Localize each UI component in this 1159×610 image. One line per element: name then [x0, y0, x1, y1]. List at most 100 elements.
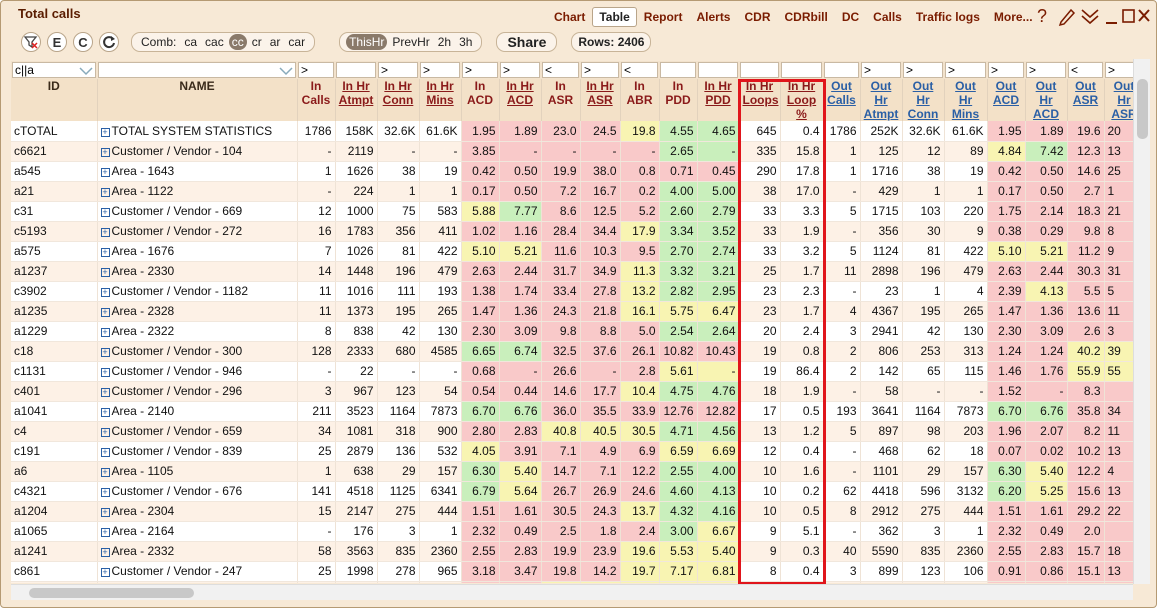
- dropdown-arrow[interactable]: [79, 66, 93, 76]
- column-header[interactable]: In PDD: [659, 79, 698, 121]
- name-cell[interactable]: + Customer / Vendor - 1182: [97, 281, 298, 302]
- expand-icon[interactable]: +: [100, 507, 110, 517]
- nav-link[interactable]: Chart: [554, 10, 586, 24]
- column-header[interactable]: In Hr Mins: [419, 79, 462, 121]
- name-cell[interactable]: + Area - 1105: [97, 461, 298, 482]
- column-header[interactable]: In Calls: [297, 79, 336, 121]
- expand-icon[interactable]: +: [100, 547, 110, 557]
- filter-input[interactable]: >: [298, 62, 334, 78]
- expand-icon[interactable]: +: [100, 287, 110, 297]
- period-option[interactable]: ThisHr: [346, 34, 388, 50]
- clear-filter-button[interactable]: [21, 32, 41, 52]
- toolbar-button[interactable]: E: [47, 32, 67, 52]
- name-cell[interactable]: + Area - 2304: [97, 501, 298, 522]
- column-header[interactable]: Out Hr Atmpt: [860, 79, 903, 121]
- name-cell[interactable]: + Area - 1643: [97, 161, 298, 182]
- filter-input[interactable]: c||a: [12, 62, 96, 78]
- expand-icon[interactable]: +: [100, 427, 110, 437]
- column-header[interactable]: Out Calls: [823, 79, 861, 121]
- expand-icon[interactable]: +: [100, 447, 110, 457]
- column-header[interactable]: In ASR: [541, 79, 581, 121]
- filter-input[interactable]: >: [1026, 62, 1066, 78]
- period-option[interactable]: PrevHr: [392, 35, 430, 49]
- comb-option[interactable]: car: [288, 35, 306, 49]
- filter-input[interactable]: >: [988, 62, 1024, 78]
- name-cell[interactable]: + Area - 2330: [97, 261, 298, 282]
- edit-icon[interactable]: [1058, 8, 1076, 27]
- comb-option[interactable]: cc: [228, 34, 247, 50]
- column-header[interactable]: ID: [11, 79, 98, 121]
- expand-icon[interactable]: +: [100, 267, 110, 277]
- nav-link[interactable]: Calls: [873, 10, 902, 24]
- expand-icon[interactable]: +: [100, 167, 110, 177]
- name-cell[interactable]: + Customer / Vendor - 676: [97, 481, 298, 502]
- column-header[interactable]: In ACD: [461, 79, 500, 121]
- period-option[interactable]: 3h: [459, 35, 473, 49]
- expand-icon[interactable]: +: [100, 387, 110, 397]
- filter-input[interactable]: >: [903, 62, 943, 78]
- column-header[interactable]: In Hr Atmpt: [335, 79, 378, 121]
- name-cell[interactable]: + Customer / Vendor - 104: [97, 141, 298, 162]
- column-header[interactable]: In Hr ASR: [580, 79, 621, 121]
- name-cell[interactable]: + Customer / Vendor - 272: [97, 221, 298, 242]
- comb-option[interactable]: ar: [269, 35, 281, 49]
- nav-link[interactable]: More...: [993, 10, 1033, 24]
- column-header[interactable]: Out Hr ACD: [1025, 79, 1068, 121]
- name-cell[interactable]: +Customer / Vendor - 482: [97, 581, 298, 583]
- name-cell[interactable]: + Customer / Vendor - 247: [97, 561, 298, 582]
- column-header[interactable]: Out Hr Mins: [944, 79, 988, 121]
- collapse-icon[interactable]: [1081, 9, 1099, 25]
- name-cell[interactable]: + TOTAL SYSTEM STATISTICS: [97, 121, 298, 142]
- vertical-scrollbar[interactable]: [1133, 59, 1150, 584]
- name-cell[interactable]: + Area - 2164: [97, 521, 298, 542]
- nav-link[interactable]: CDRbill: [784, 10, 828, 24]
- expand-icon[interactable]: +: [100, 187, 110, 197]
- filter-input[interactable]: [824, 62, 859, 78]
- filter-input[interactable]: >: [500, 62, 540, 78]
- name-cell[interactable]: + Area - 2328: [97, 301, 298, 322]
- expand-icon[interactable]: +: [100, 467, 110, 477]
- comb-option[interactable]: cac: [205, 35, 224, 49]
- nav-link[interactable]: DC: [841, 10, 860, 24]
- expand-icon[interactable]: +: [100, 307, 110, 317]
- horizontal-scrollbar[interactable]: [11, 584, 1133, 600]
- filter-input[interactable]: >: [462, 62, 498, 78]
- filter-input[interactable]: [336, 62, 376, 78]
- name-cell[interactable]: + Area - 1122: [97, 181, 298, 202]
- expand-icon[interactable]: +: [100, 147, 110, 157]
- expand-icon[interactable]: +: [100, 327, 110, 337]
- column-header[interactable]: Out ACD: [987, 79, 1026, 121]
- filter-input[interactable]: >: [420, 62, 460, 78]
- expand-icon[interactable]: +: [100, 207, 110, 217]
- toolbar-button[interactable]: C: [73, 32, 93, 52]
- filter-input[interactable]: <: [621, 62, 658, 78]
- comb-option[interactable]: cr: [251, 35, 262, 49]
- expand-icon[interactable]: +: [100, 227, 110, 237]
- filter-input[interactable]: >: [861, 62, 901, 78]
- column-header[interactable]: In Hr PDD: [697, 79, 740, 121]
- expand-icon[interactable]: +: [100, 567, 110, 577]
- filter-input[interactable]: [781, 62, 822, 78]
- column-header[interactable]: In Hr Conn: [377, 79, 420, 121]
- filter-input[interactable]: >: [581, 62, 619, 78]
- filter-input[interactable]: [660, 62, 696, 78]
- dropdown-arrow[interactable]: [279, 66, 293, 76]
- expand-icon[interactable]: +: [100, 347, 110, 357]
- name-cell[interactable]: + Customer / Vendor - 659: [97, 421, 298, 442]
- filter-input[interactable]: >: [945, 62, 986, 78]
- help-icon[interactable]: ?: [1037, 6, 1047, 26]
- name-cell[interactable]: + Area - 2140: [97, 401, 298, 422]
- nav-link[interactable]: Report: [643, 10, 683, 24]
- expand-icon[interactable]: +: [100, 367, 110, 377]
- nav-link[interactable]: Traffic logs: [915, 10, 980, 24]
- filter-input[interactable]: >: [378, 62, 418, 78]
- filter-input[interactable]: <: [542, 62, 579, 78]
- name-cell[interactable]: + Area - 2332: [97, 541, 298, 562]
- nav-link[interactable]: Alerts: [696, 10, 731, 24]
- expand-icon[interactable]: +: [100, 407, 110, 417]
- column-header[interactable]: In Hr ACD: [499, 79, 542, 121]
- name-cell[interactable]: + Customer / Vendor - 296: [97, 381, 298, 402]
- maximize-icon[interactable]: [1122, 9, 1135, 23]
- filter-input[interactable]: [740, 62, 779, 78]
- expand-icon[interactable]: +: [100, 527, 110, 537]
